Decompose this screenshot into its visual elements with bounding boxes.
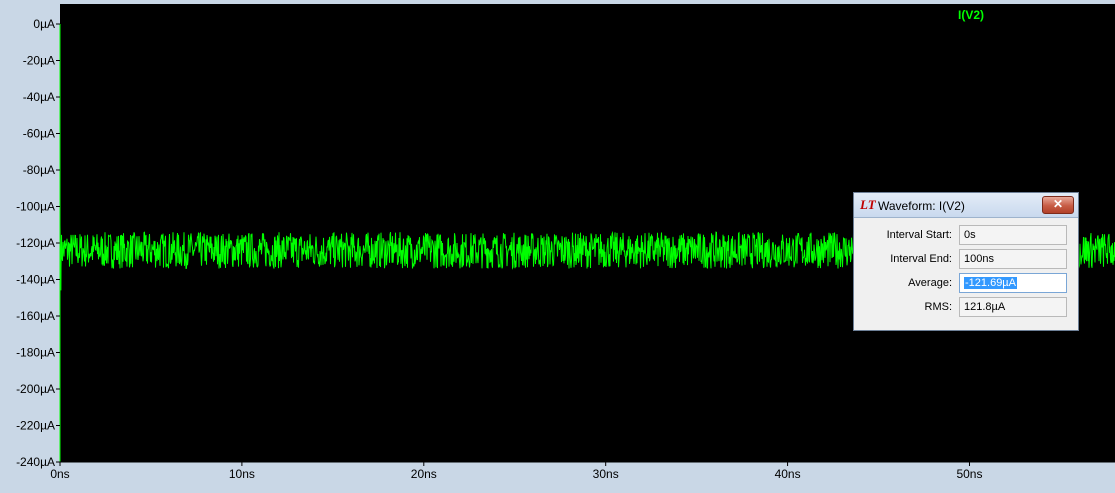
rms-row: RMS: 121.8µA [854, 297, 1078, 319]
x-tick-label: 0ns [50, 467, 69, 481]
x-tick-label: 40ns [775, 467, 801, 481]
close-button[interactable]: ✕ [1042, 196, 1074, 214]
y-tick-label: 0µA [33, 17, 55, 31]
waveform-dialog[interactable]: LT Waveform: I(V2) ✕ Interval Start: 0s … [853, 192, 1079, 331]
average-row: Average: -121.69µA [854, 273, 1078, 295]
y-tick-label: -100µA [16, 200, 55, 214]
interval-end-row: Interval End: 100ns [854, 249, 1078, 271]
x-tick-label: 30ns [593, 467, 619, 481]
ltspice-logo-icon: LT [860, 197, 876, 212]
dialog-titlebar[interactable]: LT Waveform: I(V2) ✕ [854, 193, 1078, 218]
y-tick-label: -120µA [16, 236, 55, 250]
y-tick-label: -40µA [23, 90, 55, 104]
y-tick-label: -220µA [16, 419, 55, 433]
y-axis-ticks: 0µA -20µA -40µA -60µA -80µA -100µA -120µA -140µ… [16, 17, 60, 469]
average-field[interactable]: -121.69µA [959, 273, 1067, 293]
y-tick-label: -20µA [23, 54, 55, 68]
interval-start-label: Interval Start: [886, 229, 952, 241]
x-tick-label: 20ns [411, 467, 437, 481]
rms-field[interactable]: 121.8µA [959, 297, 1067, 317]
y-tick-label: -60µA [23, 127, 55, 141]
y-tick-label: -200µA [16, 382, 55, 396]
x-tick-label: 50ns [956, 467, 982, 481]
y-tick-label: -80µA [23, 163, 55, 177]
interval-end-label: Interval End: [890, 253, 952, 265]
x-tick-label: 10ns [229, 467, 255, 481]
interval-start-row: Interval Start: 0s [854, 225, 1078, 247]
dialog-title: Waveform: I(V2) [878, 199, 965, 213]
y-tick-label: -140µA [16, 273, 55, 287]
interval-end-field[interactable]: 100ns [959, 249, 1067, 269]
y-tick-label: -240µA [16, 455, 55, 469]
y-tick-label: -160µA [16, 309, 55, 323]
average-value[interactable]: -121.69µA [964, 277, 1017, 289]
trace-label[interactable]: I(V2) [958, 8, 984, 22]
x-axis-ticks: 0ns 10ns 20ns 30ns 40ns 50ns [50, 462, 982, 481]
average-label: Average: [908, 277, 952, 289]
rms-label: RMS: [924, 301, 953, 313]
y-tick-label: -180µA [16, 346, 55, 360]
interval-start-field[interactable]: 0s [959, 225, 1067, 245]
